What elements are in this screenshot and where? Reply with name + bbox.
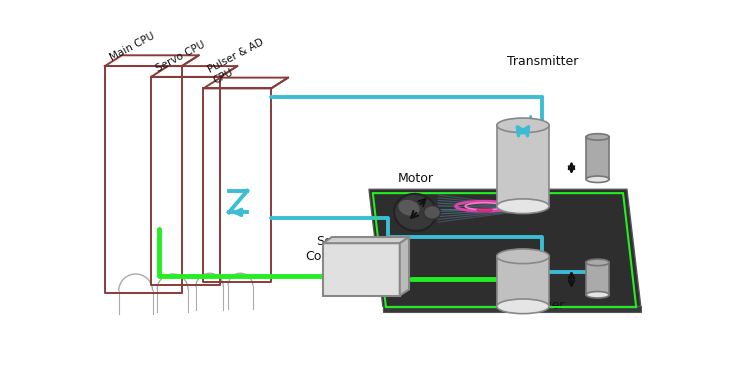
Bar [322,243,400,296]
Polygon shape [382,306,640,312]
Bar [586,262,609,295]
Text: Pulser & AD
CPU: Pulser & AD CPU [206,37,272,85]
Ellipse shape [496,199,549,214]
Ellipse shape [586,292,609,298]
Ellipse shape [394,194,436,231]
Bar [496,256,549,306]
Text: Motor: Motor [398,173,433,186]
Ellipse shape [496,118,549,133]
Bar [586,137,609,179]
Polygon shape [369,189,640,306]
Ellipse shape [496,249,549,264]
Text: Servo CPU: Servo CPU [154,39,207,74]
Ellipse shape [586,176,609,183]
Text: Main CPU: Main CPU [108,31,156,63]
Bar [496,125,549,206]
Ellipse shape [586,134,609,140]
Ellipse shape [586,259,609,266]
Ellipse shape [496,299,549,313]
Text: Servo
Controler: Servo Controler [305,236,363,263]
Polygon shape [400,237,409,296]
Ellipse shape [476,207,493,213]
Ellipse shape [424,206,440,219]
Text: Transmitter: Transmitter [506,55,578,68]
Text: Receiver: Receiver [512,299,566,312]
Polygon shape [322,237,409,243]
Ellipse shape [398,200,419,216]
